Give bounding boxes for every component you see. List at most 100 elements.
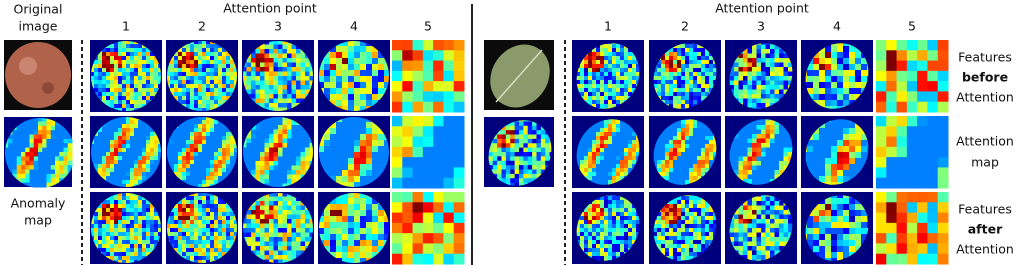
heatmap-cell [604,208,609,213]
heatmap-cell [210,168,215,173]
heatmap-cell [190,120,195,125]
heatmap-cell [330,240,337,247]
heatmap-cell [274,58,279,63]
heatmap-cell [170,60,175,65]
heatmap-cell [182,208,187,213]
heatmap-cell [190,228,195,233]
heatmap-cell [348,82,355,89]
heatmap-cell [274,94,279,99]
heatmap-cell [130,100,135,105]
heatmap-cell [502,165,507,170]
heatmap-cell [324,222,331,229]
heatmap-cell [218,212,223,217]
heatmap-cell [604,156,609,161]
heatmap-cell [608,44,613,49]
heatmap-cell [38,143,43,148]
heatmap-cell [596,76,601,81]
heatmap-cell [366,176,373,183]
heatmap-cell [126,132,131,137]
heatmap-cell [269,166,274,171]
heatmap-cell [130,208,135,213]
heatmap-cell [138,204,143,209]
heatmap-cell [596,212,601,217]
heatmap-cell [392,243,403,254]
heatmap-cell [296,210,301,215]
heatmap-cell [342,82,349,89]
heatmap-cell [584,212,589,217]
heatmap-cell [528,156,533,161]
heatmap-cell [274,76,279,81]
heatmap-cell [604,240,609,245]
heatmap-cell [616,48,621,53]
heatmap-cell [287,99,292,104]
heatmap-cell [510,135,515,140]
heatmap [318,116,391,189]
heatmap-cell [194,60,199,65]
heatmap-cell [592,212,597,217]
heatmap-cell [402,50,413,61]
heatmap-cell [584,164,589,169]
heatmap-cell [110,248,115,253]
heatmap-cell [596,200,601,205]
heatmap-cell [265,49,270,54]
heatmap-cell [51,165,56,170]
heatmap-cell [624,216,629,221]
heatmap-cell [532,156,537,161]
heatmap-cell [519,170,524,175]
heatmap-cell [600,216,605,221]
heatmap-cell [206,44,211,49]
heatmap-cell [612,224,617,229]
heatmap-cell [202,212,207,217]
heatmap-cell [269,175,274,180]
heatmap-cell [98,232,103,237]
heatmap-cell [102,56,107,61]
heatmap-cell [620,136,625,141]
heatmap-cell [592,148,597,153]
heatmap-cell [210,120,215,125]
heatmap-cell [206,132,211,137]
heatmap-cell [665,60,670,65]
heatmap-cell [214,76,219,81]
heatmap-cell [256,125,261,130]
heatmap-cell [178,152,183,157]
heatmap-cell [596,68,601,73]
heatmap-cell [592,228,597,233]
heatmap-cell [632,212,637,217]
heatmap-cell [142,228,147,233]
heatmap-cell [669,100,674,105]
heatmap-cell [423,91,434,102]
heatmap-cell [519,135,524,140]
heatmap-cell [600,92,605,97]
heatmap-cell [588,144,593,149]
heatmap-cell [541,143,546,148]
heatmap-cell [122,60,127,65]
heatmap-cell [608,120,613,125]
heatmap-cell [278,67,283,72]
heatmap-cell [269,139,274,144]
heatmap-cell [114,144,119,149]
heatmap-cell [392,254,403,265]
heatmap-cell [260,152,265,157]
heatmap-cell [174,76,179,81]
heatmap-cell [21,174,26,179]
column-label: 5 [424,19,432,34]
heatmap-cell [25,139,30,144]
heatmap-cell [661,68,666,73]
heatmap-cell [443,243,454,254]
heatmap-cell [657,72,662,77]
heatmap-cell [138,200,143,205]
heatmap-cell [206,160,211,165]
heatmap-cell [138,236,143,241]
heatmap-cell [190,44,195,49]
heatmap-cell [423,71,434,82]
heatmap-cell [230,68,235,73]
heatmap-cell [493,165,498,170]
heatmap-cell [600,164,605,169]
heatmap-cell [118,96,123,101]
heatmap-cell [612,152,617,157]
heatmap-cell [138,164,143,169]
heatmap-cell [454,254,465,265]
heatmap-cell [274,81,279,86]
heatmap-cell [214,140,219,145]
heatmap-cell [632,60,637,65]
